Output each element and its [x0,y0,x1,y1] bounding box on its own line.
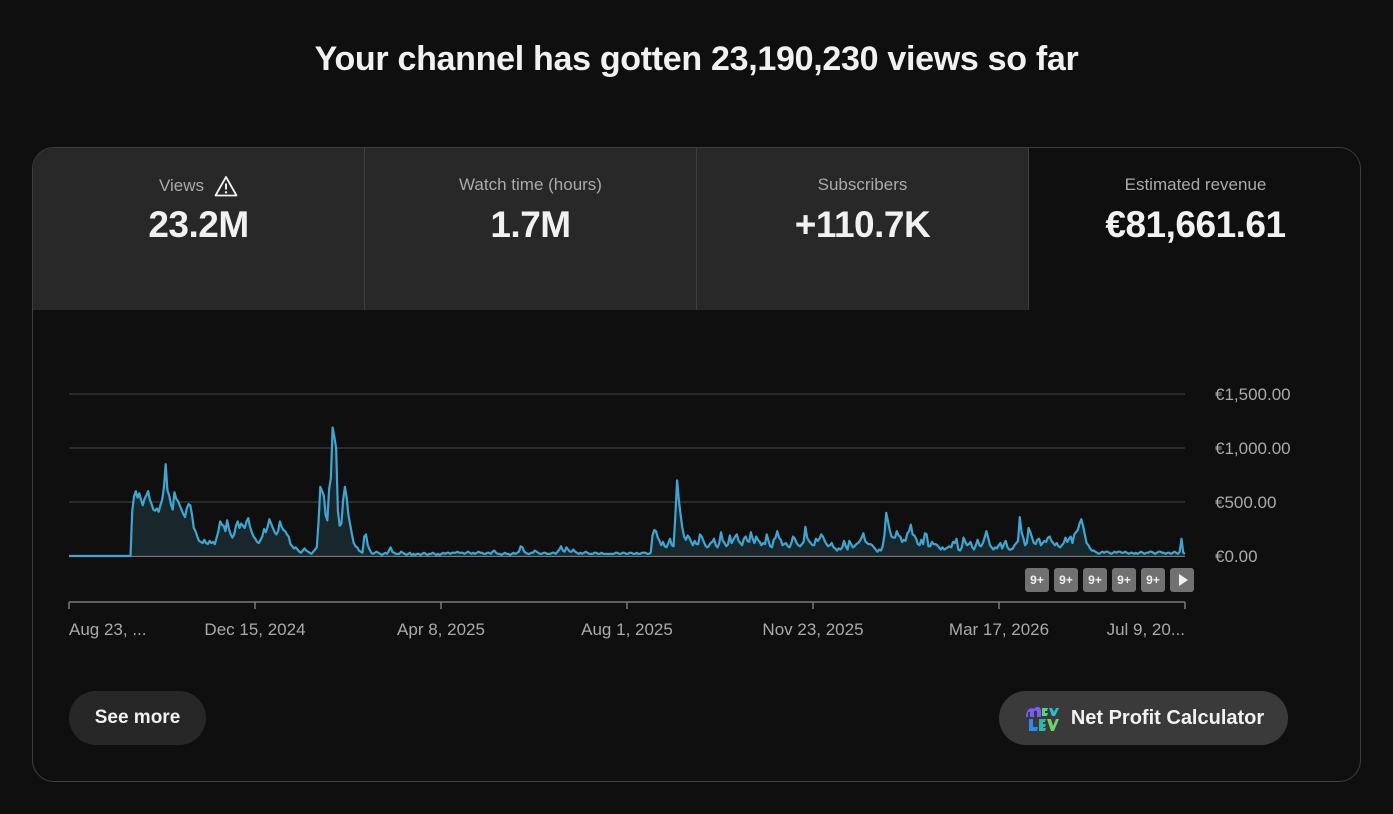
event-markers: 9+ 9+ 9+ 9+ 9+ [1025,568,1194,592]
net-profit-label: Net Profit Calculator [1070,706,1265,729]
event-marker[interactable]: 9+ [1054,568,1078,592]
y-tick-label: €0.00 [1215,547,1258,566]
play-icon[interactable] [1170,568,1194,592]
revenue-line [69,426,1186,558]
x-tick-label: Mar 17, 2026 [949,620,1049,639]
tab-views[interactable]: Views 23.2M [33,148,365,310]
tab-watch-time-label: Watch time (hours) [459,175,602,194]
warning-icon[interactable] [214,175,238,197]
tab-revenue-label: Estimated revenue [1124,175,1267,194]
y-tick-label: €500.00 [1215,493,1276,512]
net-profit-calculator-button[interactable]: Net Profit Calculator [999,691,1288,745]
play-triangle [1178,574,1188,586]
y-tick-label: €1,000.00 [1215,439,1291,458]
nexlev-logo-icon [1025,706,1059,731]
x-tick-label: Aug 23, ... [69,620,147,639]
x-tick-label: Apr 8, 2025 [397,620,485,639]
x-tick-label: Aug 1, 2025 [581,620,673,639]
tab-watch-time[interactable]: Watch time (hours) 1.7M [365,148,697,310]
tab-subscribers-label: Subscribers [817,175,908,194]
event-marker[interactable]: 9+ [1083,568,1107,592]
tab-views-label: Views [158,176,205,195]
y-tick-label: €1,500.00 [1215,385,1291,404]
revenue-area [69,427,1185,556]
metric-tabs: Views 23.2M Watch time (hours) 1.7M Subs… [33,148,1360,310]
revenue-chart[interactable]: €1,500.00 €1,000.00 €500.00 €0.00 Aug 23, ..… [33,310,1360,670]
revenue-chart-svg: €1,500.00 €1,000.00 €500.00 €0.00 Aug 23, ..… [68,385,1291,639]
tab-watch-time-value: 1.7M [490,204,571,245]
x-tick-label: Jul 9, 20... [1107,620,1185,639]
tab-subscribers-value: +110.7K [794,204,931,245]
event-marker[interactable]: 9+ [1112,568,1136,592]
event-marker[interactable]: 9+ [1025,568,1049,592]
tab-subscribers[interactable]: Subscribers +110.7K [697,148,1029,310]
x-tick-label: Nov 23, 2025 [762,620,863,639]
tab-views-value: 23.2M [148,204,249,245]
see-more-button[interactable]: See more [69,691,206,745]
x-tick-label: Dec 15, 2024 [204,620,305,639]
analytics-card: Views 23.2M Watch time (hours) 1.7M Subs… [32,147,1361,782]
page-headline: Your channel has gotten 23,190,230 views… [314,40,1079,78]
tab-revenue-value: €81,661.61 [1105,204,1286,245]
event-marker[interactable]: 9+ [1141,568,1165,592]
tab-estimated-revenue[interactable]: Estimated revenue €81,661.61 [1029,148,1360,310]
